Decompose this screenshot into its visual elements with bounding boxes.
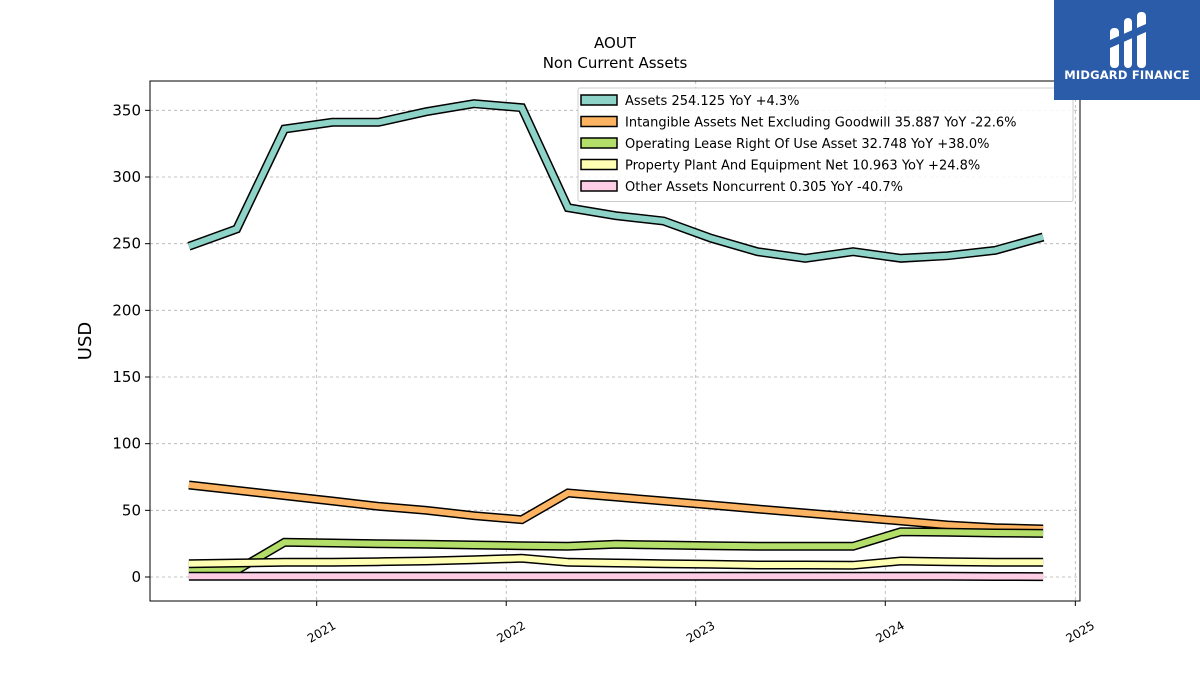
x-tick-label: 2021 [305,618,338,645]
legend: Assets 254.125 YoY +4.3% Intangible Asset… [577,87,1074,202]
y-tick-label: 150 [112,368,141,386]
series-fill-line [187,100,1044,262]
y-tick-label: 0 [131,568,141,586]
y-tick-label: 200 [112,301,141,319]
watermark-text: MIDGARD FINANCE [1064,68,1190,82]
y-tick-label: 250 [112,235,141,253]
x-axis: 2021 2022 2023 2024 2025 [305,601,1097,646]
series-fill-line [188,482,1044,532]
series-line-3 [188,527,1044,575]
series-fill-line [188,528,1044,574]
legend-label: Other Assets Noncurrent 0.305 YoY -40.7% [625,180,903,195]
series-line-1 [187,99,1045,263]
legend-label: Property Plant And Equipment Net 10.963 … [625,159,980,174]
series-line-2 [188,480,1044,534]
legend-box [577,87,1074,202]
watermark-logo: MIDGARD FINANCE [1054,0,1200,100]
y-axis-label: USD [75,322,96,360]
legend-swatch [580,115,618,128]
legend-swatch [580,137,618,149]
x-tick-label: 2023 [684,618,717,645]
y-tick-label: 50 [122,501,141,519]
legend-label: Intangible Assets Net Excluding Goodwill… [625,116,1016,131]
chart-subtitle: Non Current Assets [543,54,688,72]
legend-swatch [580,180,618,192]
logo-mark-icon [1110,12,1146,68]
x-tick-label: 2025 [1063,618,1096,645]
legend-swatch [580,94,618,106]
series-fill-line [188,555,1044,569]
legend-label: Assets 254.125 YoY +4.3% [625,94,800,109]
plot-frame [149,80,1081,602]
y-axis: 0 50 100 150 200 250 300 350 [112,101,150,586]
chart-title: AOUT [594,34,637,52]
series-layer [187,99,1045,582]
legend-label: Operating Lease Right Of Use Asset 32.74… [625,137,989,152]
y-tick-label: 100 [112,435,141,453]
legend-swatch [580,158,618,171]
x-tick-label: 2022 [494,618,527,645]
y-tick-label: 350 [112,101,141,119]
x-tick-label: 2024 [873,618,906,645]
y-tick-label: 300 [112,168,141,186]
series-line-4 [188,553,1044,570]
